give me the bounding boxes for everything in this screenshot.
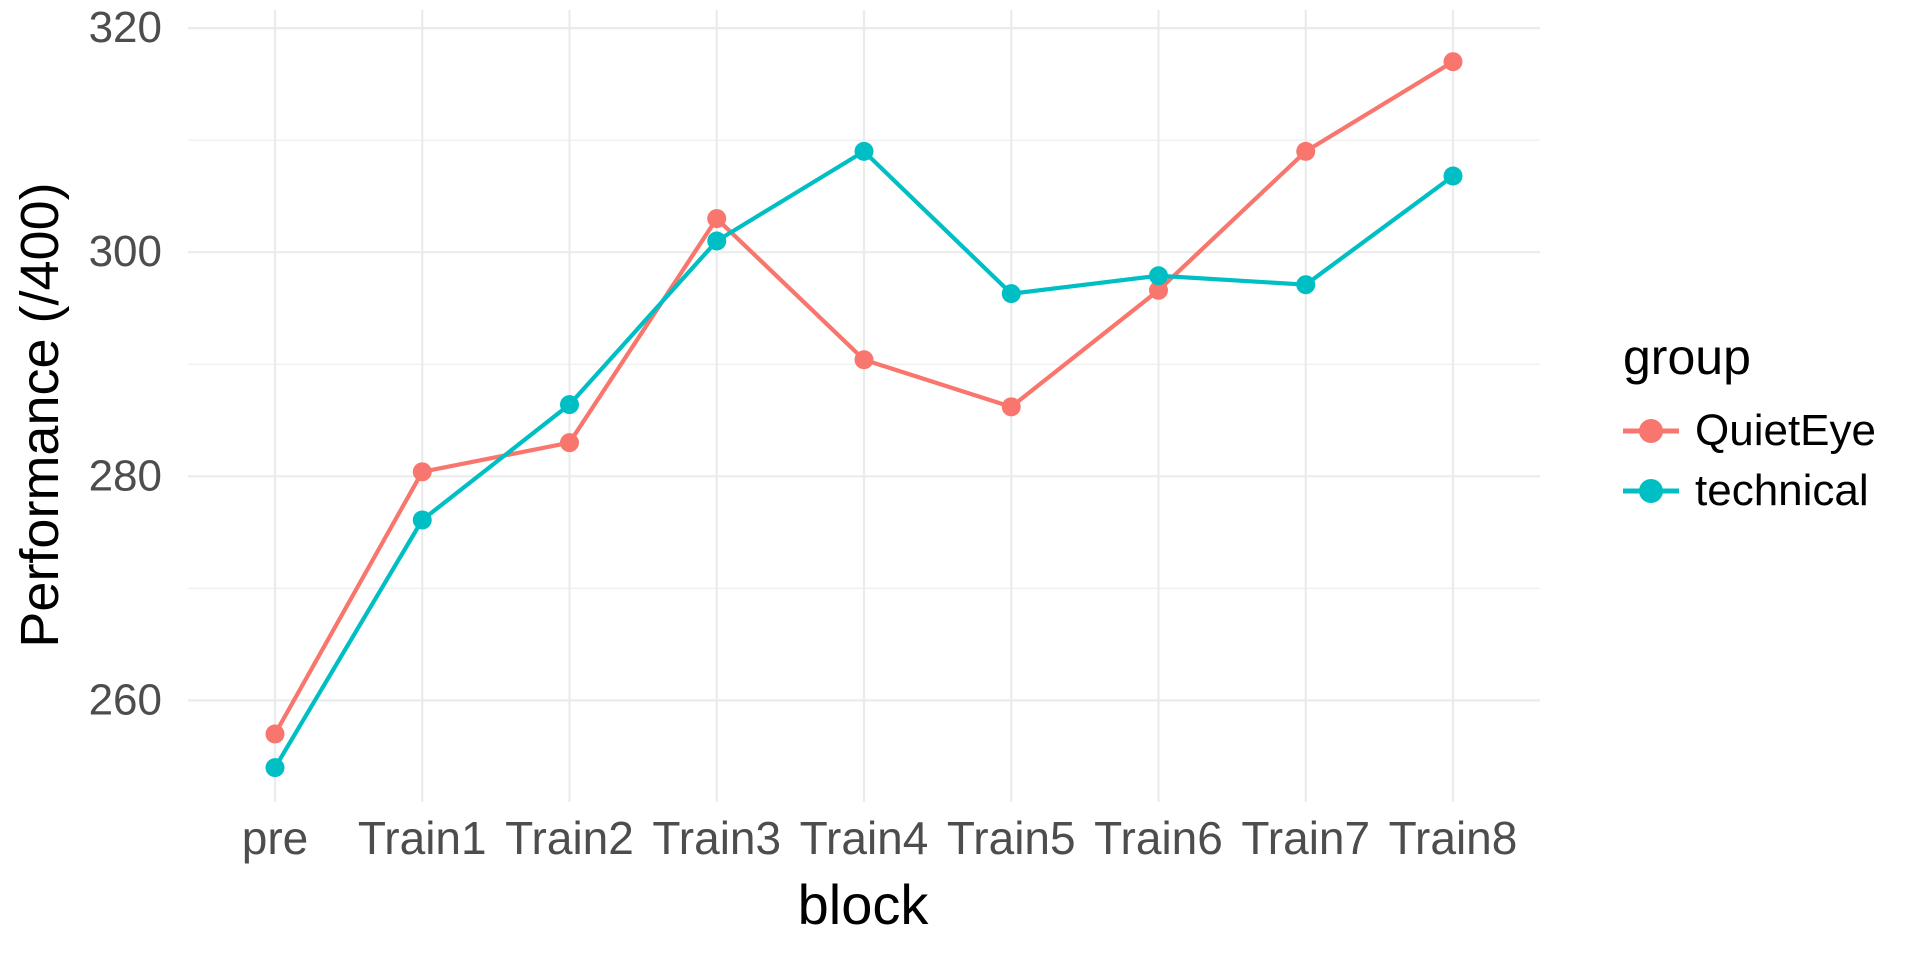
svg-text:260: 260 (89, 675, 162, 724)
svg-text:Train5: Train5 (947, 812, 1076, 864)
svg-text:Train6: Train6 (1094, 812, 1223, 864)
svg-text:280: 280 (89, 451, 162, 500)
svg-text:Train2: Train2 (505, 812, 634, 864)
svg-text:Train3: Train3 (652, 812, 781, 864)
svg-text:Train1: Train1 (358, 812, 487, 864)
svg-text:pre: pre (242, 812, 308, 864)
svg-text:320: 320 (89, 3, 162, 52)
svg-text:Train7: Train7 (1241, 812, 1370, 864)
svg-text:300: 300 (89, 227, 162, 276)
svg-text:Train4: Train4 (800, 812, 929, 864)
svg-text:Train8: Train8 (1389, 812, 1518, 864)
